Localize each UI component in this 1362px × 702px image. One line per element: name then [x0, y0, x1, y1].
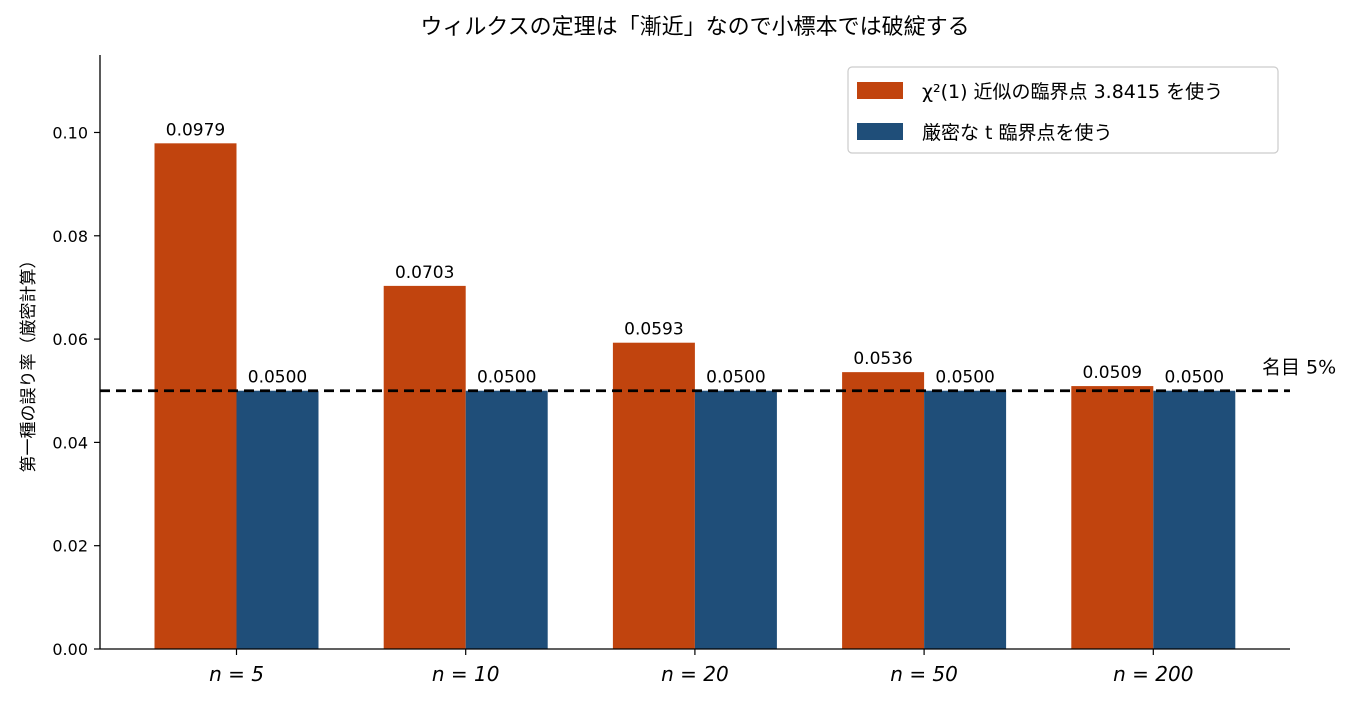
bar-exact-5 — [1153, 390, 1236, 649]
bar-chi2-5 — [1071, 386, 1154, 649]
data-label: 0.0500 — [477, 368, 536, 388]
legend-frame — [847, 66, 1279, 154]
x-tick-label: n = 200 — [1113, 662, 1193, 686]
bar-exact-3 — [694, 390, 777, 649]
y-axis-label: 第一種の誤り率（厳密計算） — [19, 252, 39, 473]
y-tick-label: 0.08 — [52, 227, 88, 246]
legend-swatch — [857, 123, 903, 140]
data-label: 0.0703 — [395, 263, 454, 283]
data-label: 0.0509 — [1083, 363, 1142, 383]
x-tick-label: n = 10 — [432, 662, 500, 686]
y-tick-label: 0.10 — [52, 123, 88, 142]
legend-swatch — [857, 82, 903, 99]
data-label: 0.0500 — [935, 368, 994, 388]
bar-chi2-4 — [842, 372, 925, 649]
legend-entry-label: 厳密な t 臨界点を使う — [922, 122, 1113, 144]
reference-line-group: 名目 5% — [100, 357, 1336, 393]
data-label: 0.0979 — [166, 120, 225, 140]
chart-title: ウィルクスの定理は「漸近」なので小標本では破綻する — [420, 15, 969, 40]
y-tick-label: 0.00 — [52, 640, 88, 659]
y-tick-label: 0.06 — [52, 330, 88, 349]
data-label: 0.0593 — [624, 320, 683, 340]
data-labels-group: 0.0979 0.0703 0.0593 0.0536 0.0509 0.0500 0.05… — [166, 120, 1224, 387]
bars-group — [154, 143, 1236, 650]
data-label: 0.0500 — [706, 368, 765, 388]
data-label: 0.0536 — [853, 349, 912, 369]
x-tick-label: n = 5 — [209, 662, 264, 686]
reference-line-label: 名目 5% — [1262, 357, 1336, 379]
y-tick-label: 0.02 — [52, 537, 88, 556]
legend-entry-label: χ²(1) 近似の臨界点 3.8415 を使う — [922, 81, 1223, 103]
data-label: 0.0500 — [248, 368, 307, 388]
x-tick-label: n = 20 — [661, 662, 729, 686]
bar-chi2-3 — [612, 342, 695, 649]
bar-chi2-2 — [383, 285, 466, 649]
data-label: 0.0500 — [1165, 368, 1224, 388]
y-tick-label: 0.04 — [52, 433, 88, 452]
bar-exact-4 — [924, 390, 1007, 649]
x-tick-label: n = 50 — [890, 662, 958, 686]
bar-chi2-1 — [154, 143, 237, 650]
bar-exact-2 — [465, 390, 548, 649]
bar-exact-1 — [236, 390, 319, 649]
axes-group: 0.00 0.02 0.04 0.06 0.08 0.10 n = 5 n = 10 n = 2… — [52, 55, 1290, 686]
